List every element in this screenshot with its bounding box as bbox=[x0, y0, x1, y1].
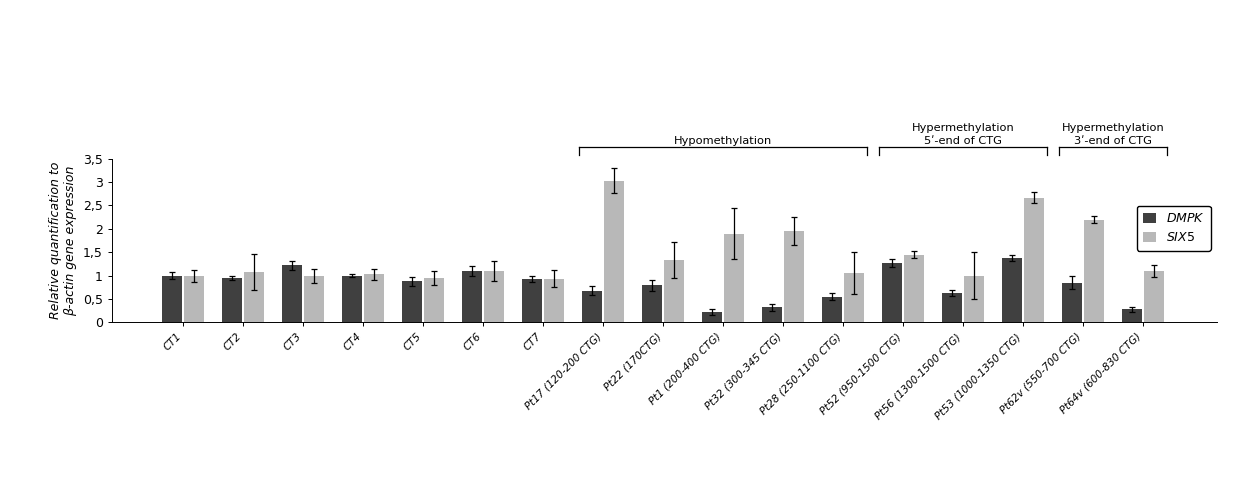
Text: Hypomethylation: Hypomethylation bbox=[674, 135, 773, 146]
Bar bbox=[1025, 197, 1045, 322]
Bar bbox=[364, 274, 384, 322]
Bar bbox=[1002, 258, 1022, 322]
Bar bbox=[304, 276, 324, 322]
Bar bbox=[1122, 310, 1141, 322]
Bar bbox=[664, 260, 684, 322]
Bar bbox=[702, 312, 722, 322]
Bar bbox=[642, 286, 662, 322]
Bar bbox=[845, 273, 864, 322]
Bar bbox=[761, 308, 781, 322]
Bar bbox=[184, 276, 204, 322]
Bar bbox=[522, 279, 542, 322]
Bar bbox=[724, 234, 744, 322]
Bar bbox=[1144, 271, 1164, 322]
Legend: $\it{DMPK}$, $\it{SIX5}$: $\it{DMPK}$, $\it{SIX5}$ bbox=[1136, 206, 1211, 250]
Bar bbox=[222, 278, 242, 322]
Bar bbox=[425, 278, 443, 322]
Bar bbox=[604, 181, 623, 322]
Bar bbox=[282, 265, 302, 322]
Bar bbox=[544, 279, 564, 322]
Bar bbox=[964, 276, 984, 322]
Text: Hypermethylation
5ʹ-end of CTG: Hypermethylation 5ʹ-end of CTG bbox=[912, 123, 1015, 146]
Bar bbox=[1084, 220, 1104, 322]
Bar bbox=[904, 254, 924, 322]
Y-axis label: Relative quantification to
β-actin gene expression: Relative quantification to β-actin gene … bbox=[50, 162, 77, 319]
Bar bbox=[402, 281, 422, 322]
Bar bbox=[941, 293, 961, 322]
Bar bbox=[462, 271, 482, 322]
Bar bbox=[582, 291, 602, 322]
Bar bbox=[484, 271, 504, 322]
Bar bbox=[245, 272, 265, 322]
Bar bbox=[882, 263, 902, 322]
Text: Hypermethylation
3ʹ-end of CTG: Hypermethylation 3ʹ-end of CTG bbox=[1062, 123, 1164, 146]
Bar bbox=[822, 297, 842, 322]
Bar bbox=[1062, 283, 1082, 322]
Bar bbox=[784, 231, 804, 322]
Bar bbox=[342, 276, 361, 322]
Bar bbox=[161, 276, 181, 322]
